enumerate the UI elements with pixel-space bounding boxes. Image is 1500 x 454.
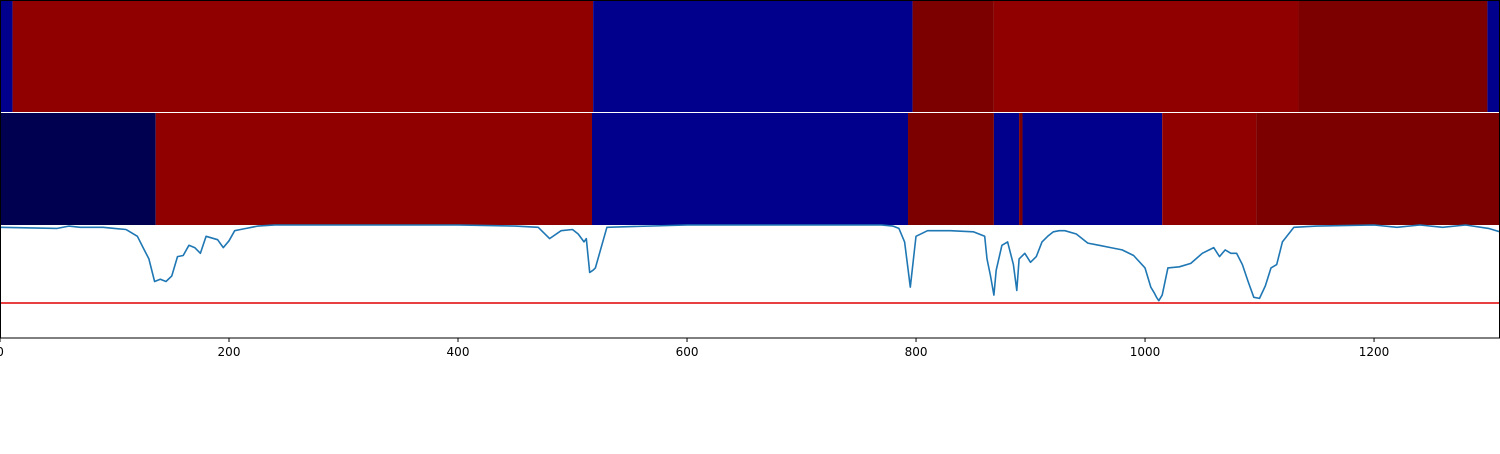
top-track-segment	[993, 0, 1299, 112]
middle-track-segment	[1162, 113, 1257, 225]
x-tick-label: 200	[218, 345, 241, 359]
middle-track-segment	[1022, 113, 1163, 225]
top-track-segment	[1487, 0, 1500, 112]
line-panel	[0, 0, 1500, 339]
top-track-segment	[912, 0, 994, 112]
middle-track-segment	[993, 113, 1020, 225]
middle-track-segment	[591, 113, 909, 225]
middle-track	[0, 113, 1500, 225]
middle-track-segment	[155, 113, 592, 225]
top-track-segment	[593, 0, 913, 112]
top-track	[0, 0, 1500, 113]
x-tick-label: 400	[447, 345, 470, 359]
x-tick-label: 600	[676, 345, 699, 359]
score-line	[0, 224, 1500, 302]
x-tick-label: 0	[0, 345, 4, 359]
x-axis: 0 200 400 600 800 1000 1200	[0, 338, 1389, 359]
x-tick-label: 800	[905, 345, 928, 359]
top-track-segment	[12, 0, 594, 112]
x-tick-label: 1000	[1130, 345, 1161, 359]
top-track-segment	[0, 0, 13, 112]
x-tick-label: 1200	[1359, 345, 1390, 359]
line-panel-background	[0, 225, 1500, 338]
middle-track-segment	[0, 113, 156, 225]
middle-track-segment	[908, 113, 994, 225]
top-track-segment	[1298, 0, 1488, 112]
middle-track-segment	[1019, 113, 1023, 225]
middle-track-segment	[1256, 113, 1500, 225]
